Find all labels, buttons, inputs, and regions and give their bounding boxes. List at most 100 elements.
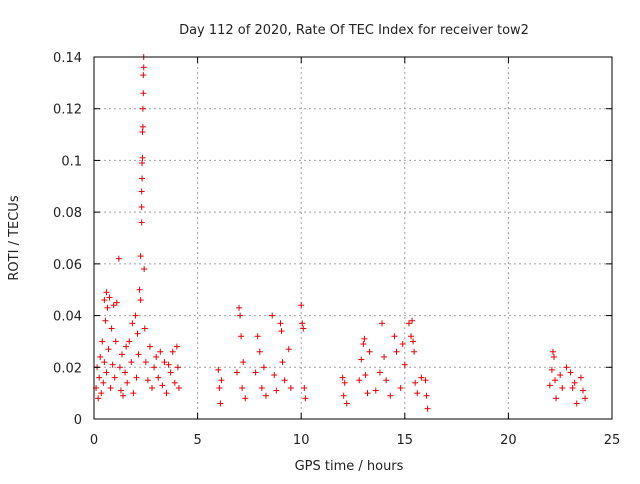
data-point-marker bbox=[113, 299, 120, 306]
data-point-marker bbox=[161, 359, 168, 366]
grid-lines bbox=[94, 57, 612, 419]
data-point-marker bbox=[393, 348, 400, 355]
data-point-marker bbox=[218, 377, 225, 384]
data-point-marker bbox=[301, 384, 308, 391]
data-point-marker bbox=[411, 348, 418, 355]
data-point-marker bbox=[571, 379, 578, 386]
data-point-marker bbox=[579, 387, 586, 394]
data-point-marker bbox=[550, 353, 557, 360]
data-point-marker bbox=[273, 387, 280, 394]
data-point-marker bbox=[216, 384, 223, 391]
data-point-marker bbox=[262, 392, 269, 399]
data-point-marker bbox=[135, 351, 142, 358]
data-point-marker bbox=[102, 317, 109, 324]
data-point-marker bbox=[577, 374, 584, 381]
data-point-marker bbox=[422, 377, 429, 384]
y-tick-label: 0 bbox=[74, 413, 82, 428]
data-point-marker bbox=[410, 338, 417, 345]
data-point-marker bbox=[142, 359, 149, 366]
data-point-marker bbox=[553, 395, 560, 402]
data-point-marker bbox=[106, 294, 113, 301]
data-point-marker bbox=[340, 392, 347, 399]
data-point-marker bbox=[372, 387, 379, 394]
data-point-marker bbox=[137, 297, 144, 304]
data-point-marker bbox=[139, 154, 146, 161]
data-point-marker bbox=[138, 219, 145, 226]
data-point-marker bbox=[171, 379, 178, 386]
x-tick-label: 0 bbox=[90, 433, 98, 448]
data-point-marker bbox=[397, 384, 404, 391]
data-point-marker bbox=[116, 364, 123, 371]
data-point-marker bbox=[237, 312, 244, 319]
data-point-marker bbox=[151, 364, 158, 371]
data-point-marker bbox=[141, 266, 148, 273]
data-point-marker bbox=[424, 405, 431, 412]
data-point-marker bbox=[157, 348, 164, 355]
data-point-marker bbox=[139, 105, 146, 112]
data-point-marker bbox=[256, 348, 263, 355]
data-point-marker bbox=[401, 361, 408, 368]
data-point-marker bbox=[582, 395, 589, 402]
data-point-marker bbox=[567, 369, 574, 376]
data-point-marker bbox=[120, 392, 127, 399]
data-point-marker bbox=[258, 384, 265, 391]
data-point-marker bbox=[105, 346, 112, 353]
data-point-marker bbox=[278, 328, 285, 335]
data-point-marker bbox=[117, 387, 124, 394]
data-point-marker bbox=[126, 338, 133, 345]
data-point-marker bbox=[175, 384, 182, 391]
data-point-marker bbox=[569, 384, 576, 391]
data-point-marker bbox=[414, 390, 421, 397]
data-point-marker bbox=[236, 304, 243, 311]
y-tick-label: 0.14 bbox=[53, 51, 82, 66]
data-point-marker bbox=[98, 390, 105, 397]
data-point-marker bbox=[559, 384, 566, 391]
data-point-marker bbox=[118, 351, 125, 358]
data-point-marker bbox=[287, 384, 294, 391]
data-point-marker bbox=[110, 302, 117, 309]
data-point-marker bbox=[409, 317, 416, 324]
data-point-marker bbox=[552, 377, 559, 384]
data-point-marker bbox=[99, 338, 106, 345]
data-point-marker bbox=[101, 359, 108, 366]
y-tick-label: 0.04 bbox=[53, 310, 82, 325]
data-point-marker bbox=[573, 400, 580, 407]
data-point-marker bbox=[391, 333, 398, 340]
data-point-marker bbox=[130, 390, 137, 397]
data-point-marker bbox=[423, 392, 430, 399]
data-point-marker bbox=[144, 377, 151, 384]
data-point-marker bbox=[405, 320, 412, 327]
data-point-marker bbox=[132, 312, 139, 319]
data-point-marker bbox=[133, 374, 140, 381]
data-point-marker bbox=[139, 123, 146, 130]
data-point-marker bbox=[153, 353, 160, 360]
data-point-marker bbox=[101, 297, 108, 304]
x-tick-label: 20 bbox=[500, 433, 517, 448]
chart-title: Day 112 of 2020, Rate Of TEC Index for r… bbox=[179, 23, 529, 38]
y-tick-label: 0.06 bbox=[53, 258, 82, 273]
data-point-marker bbox=[239, 384, 246, 391]
x-tick-label: 10 bbox=[293, 433, 310, 448]
data-point-marker bbox=[140, 90, 147, 97]
data-point-marker bbox=[233, 369, 240, 376]
data-point-marker bbox=[136, 286, 143, 293]
data-point-marker bbox=[140, 72, 147, 79]
data-point-marker bbox=[242, 395, 249, 402]
data-point-marker bbox=[549, 348, 556, 355]
data-point-marker bbox=[339, 374, 346, 381]
data-point-marker bbox=[366, 348, 373, 355]
data-point-marker bbox=[146, 343, 153, 350]
x-tick-label: 15 bbox=[397, 433, 414, 448]
data-point-marker bbox=[299, 320, 306, 327]
data-point-marker bbox=[260, 364, 267, 371]
data-point-marker bbox=[285, 346, 292, 353]
data-point-marker bbox=[408, 333, 415, 340]
data-point-marker bbox=[174, 364, 181, 371]
plot-frame bbox=[93, 56, 613, 420]
data-point-marker bbox=[103, 289, 110, 296]
y-axis-label: ROTI / TECUs bbox=[7, 195, 22, 280]
data-point-marker bbox=[548, 366, 555, 373]
data-point-marker bbox=[108, 325, 115, 332]
